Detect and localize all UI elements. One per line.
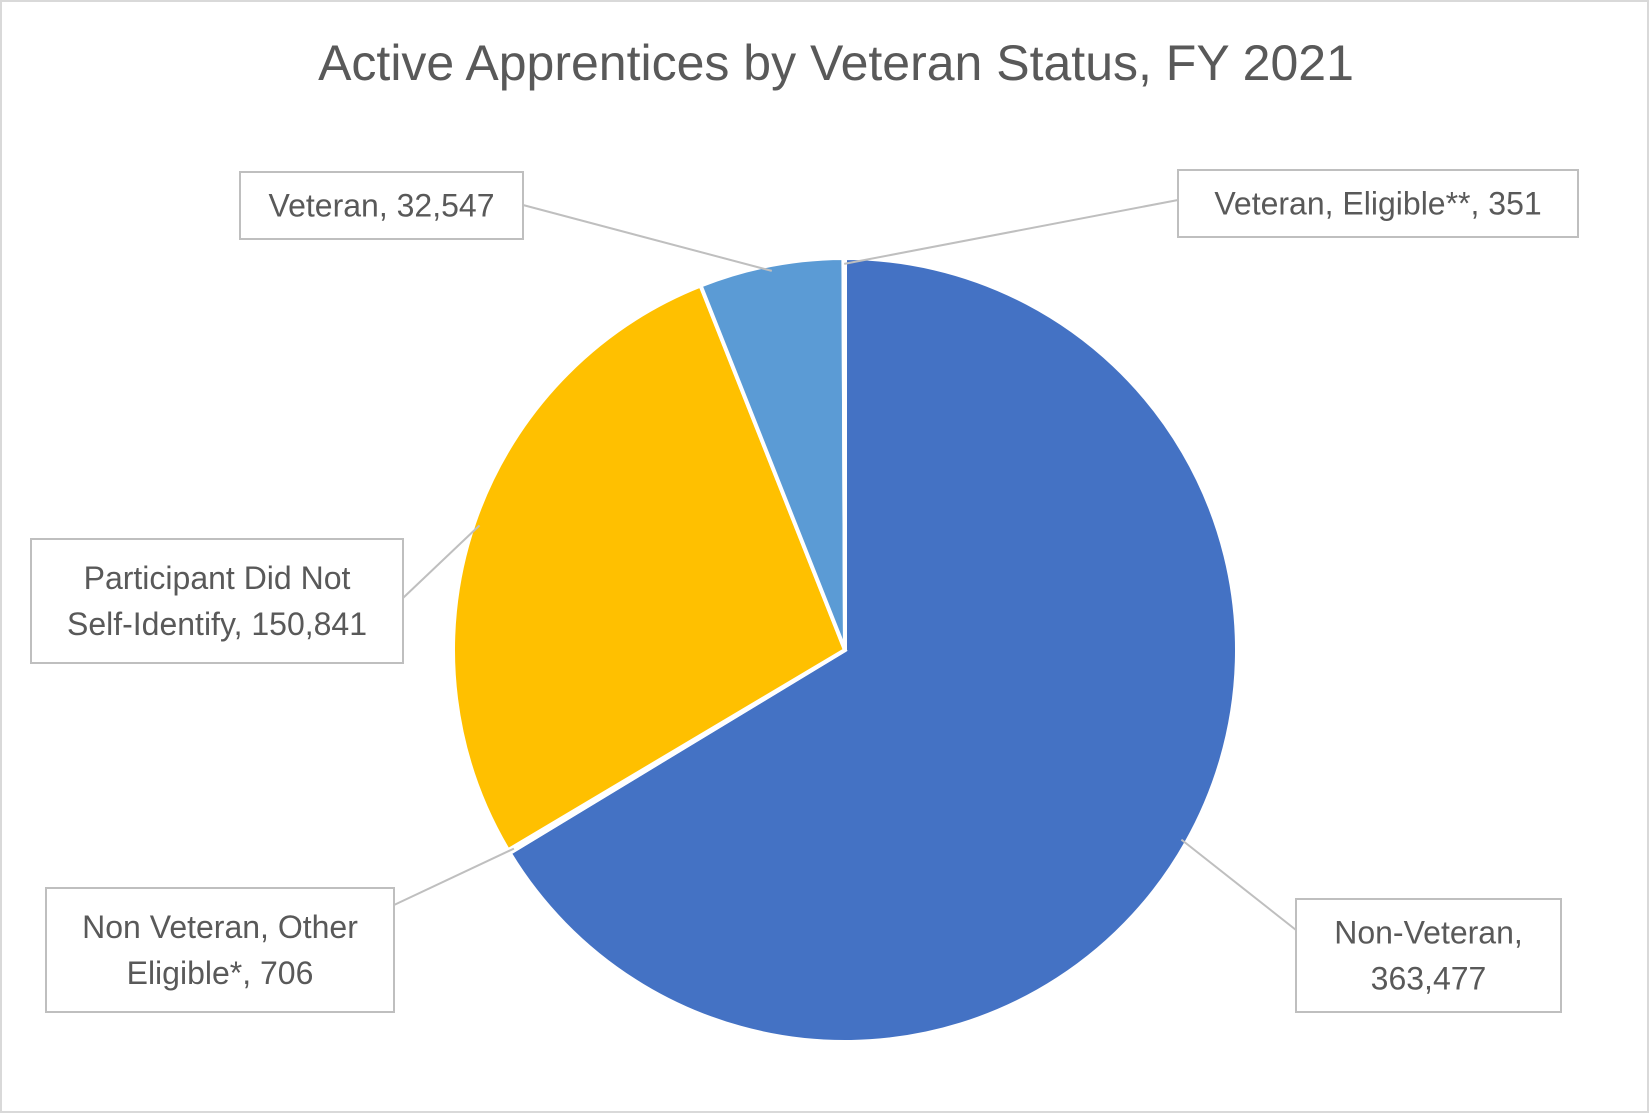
leader-lines [393, 199, 1297, 931]
data-label-box [239, 171, 524, 240]
leader-line-veteran-eligible [844, 199, 1179, 265]
data-label-text: 363,477 [1371, 961, 1487, 997]
pie-slice-participant-did-not-self-identify [450, 282, 848, 854]
data-label-veteran: Veteran, 32,547 [239, 171, 524, 240]
data-label-box [1295, 898, 1562, 1013]
leader-line-participant-did-not-self-identify [402, 524, 481, 599]
data-label-text: Non-Veteran, [1334, 915, 1523, 951]
data-label-text: Eligible*, 706 [127, 955, 314, 991]
data-label-text: Veteran, 32,547 [269, 188, 495, 224]
leader-line-veteran [522, 204, 773, 272]
data-label-box [45, 887, 395, 1013]
pie-slice-veteran [698, 255, 847, 651]
leader-line-non-veteran [1180, 838, 1297, 931]
data-label-text: Veteran, Eligible**, 351 [1214, 186, 1541, 222]
data-label-non-veteran-other-eligible: Non Veteran, Other Eligible*, 706 [45, 887, 395, 1013]
data-label-text: Self-Identify, 150,841 [67, 606, 367, 642]
pie-slice-veteran-eligible [841, 255, 847, 651]
data-label-participant-did-not-self-identify: Participant Did Not Self-Identify, 150,84… [30, 538, 404, 664]
data-label-text: Participant Did Not [84, 560, 351, 596]
data-label-callouts: Non-Veteran, 363,477 Non Veteran, Other Eli… [30, 169, 1579, 1013]
pie-slices [450, 255, 1239, 1044]
leader-line-non-veteran-other-eligible [393, 847, 515, 906]
data-label-veteran-eligible: Veteran, Eligible**, 351 [1177, 169, 1579, 238]
data-label-text: Non Veteran, Other [82, 909, 358, 945]
data-label-non-veteran: Non-Veteran, 363,477 [1295, 898, 1562, 1013]
data-label-box [1177, 169, 1579, 238]
data-label-box [30, 538, 404, 664]
chart-title: Active Apprentices by Veteran Status, FY… [318, 35, 1354, 91]
